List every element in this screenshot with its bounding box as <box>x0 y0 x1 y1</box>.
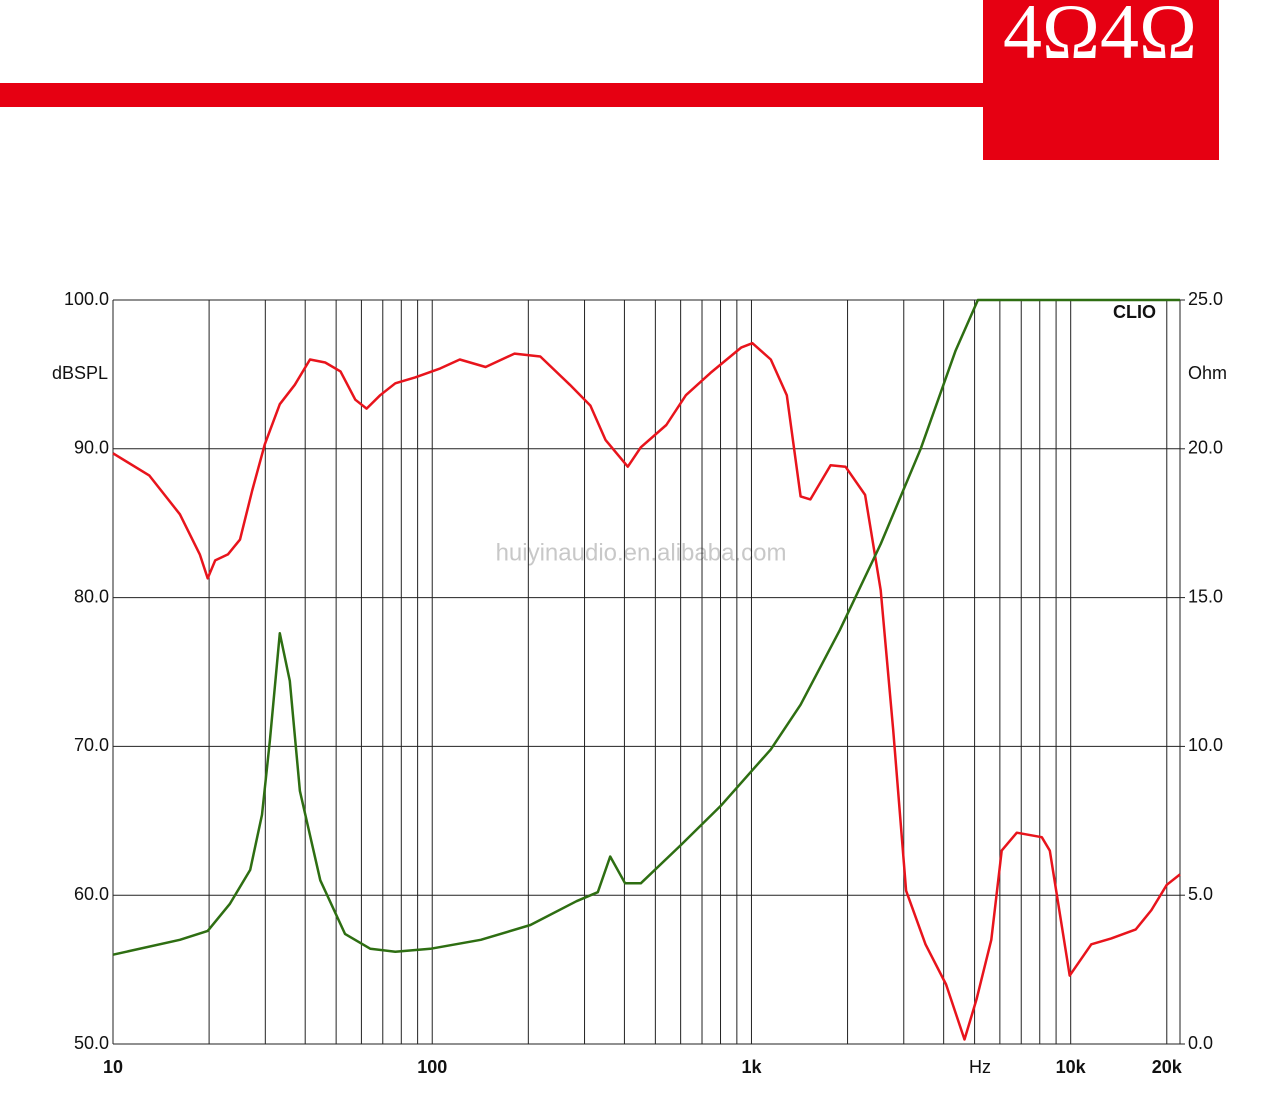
badge-box <box>983 0 1219 160</box>
x-tick-label: 20k <box>1152 1057 1183 1077</box>
header-bar <box>0 83 983 107</box>
y-tick-label: 50.0 <box>74 1033 109 1053</box>
y2-tick-label: 0.0 <box>1188 1033 1213 1053</box>
y-axis-label: dBSPL <box>52 363 108 383</box>
x-tick-label: 10k <box>1056 1057 1087 1077</box>
x-axis-label: Hz <box>969 1057 991 1077</box>
y2-tick-label: 5.0 <box>1188 884 1213 904</box>
x-tick-label: 10 <box>103 1057 123 1077</box>
y2-tick-label: 10.0 <box>1188 735 1223 755</box>
x-tick-label: 1k <box>741 1057 762 1077</box>
y-tick-label: 100.0 <box>64 289 109 309</box>
y-tick-label: 60.0 <box>74 884 109 904</box>
y2-tick-label: 20.0 <box>1188 438 1223 458</box>
y2-tick-label: 25.0 <box>1188 289 1223 309</box>
watermark: huiyinaudio.en.alibaba.com <box>496 539 787 566</box>
y-tick-label: 90.0 <box>74 438 109 458</box>
series-line <box>112 341 1181 1041</box>
y-tick-label: 80.0 <box>74 586 109 606</box>
y2-tick-label: 15.0 <box>1188 586 1223 606</box>
badge-text: 4Ω4Ω <box>1003 0 1197 75</box>
brand-label: CLIO <box>1113 302 1156 322</box>
y-tick-label: 70.0 <box>74 735 109 755</box>
x-tick-label: 100 <box>417 1057 447 1077</box>
y2-axis-label: Ohm <box>1188 363 1227 383</box>
series-line <box>112 298 1180 956</box>
